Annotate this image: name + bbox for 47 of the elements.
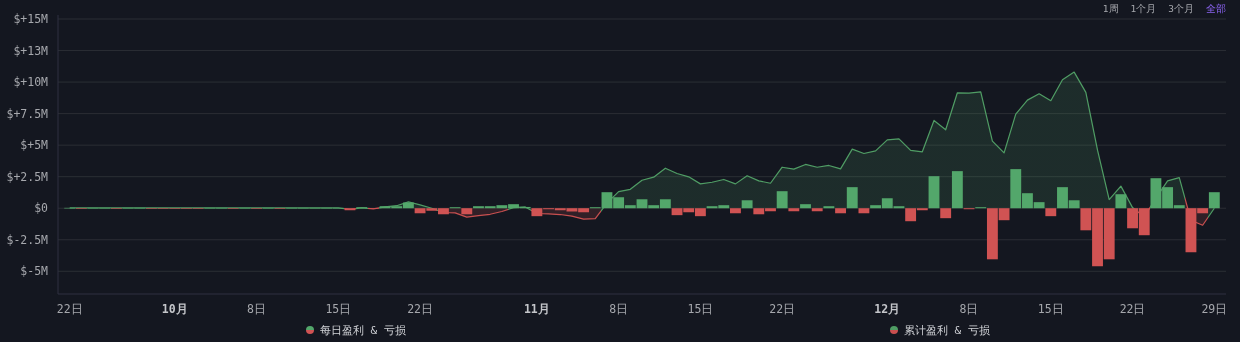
x-tick-label: 15日: [325, 302, 352, 316]
y-tick-label: $+2.5M: [6, 169, 49, 184]
bar: [928, 176, 940, 209]
x-tick-label: 8日: [609, 302, 629, 316]
bar: [940, 208, 952, 219]
text: 1个月: [1130, 3, 1157, 14]
x-tick-label: 29日: [1201, 302, 1228, 316]
x-tick-label: 15日: [1037, 302, 1064, 316]
bar: [730, 208, 741, 214]
x-tick-label: 22日: [56, 302, 83, 316]
bar: [846, 187, 858, 209]
bar: [823, 206, 835, 209]
legend-item: 每日盈利 & 亏损: [306, 324, 406, 337]
bar: [344, 208, 356, 211]
x-tick-label: 22日: [769, 302, 796, 316]
y-tick-label: $0: [34, 201, 49, 216]
x-tick-label: 10月: [161, 302, 188, 316]
text: 1周: [1102, 3, 1119, 14]
x-tick-label: 12月: [874, 302, 901, 316]
y-tick-label: $-5M: [20, 264, 49, 279]
bar: [1115, 194, 1127, 209]
x-tick-label: 22日: [407, 302, 434, 316]
bar: [1208, 192, 1220, 209]
y-tick-label: $+10M: [13, 75, 49, 90]
text: 全部: [1206, 3, 1226, 14]
bar: [741, 200, 753, 209]
x-tick-label: 8日: [247, 302, 267, 316]
bar: [1045, 208, 1057, 217]
x-tick-label: 8日: [959, 302, 979, 316]
y-tick-label: $+5M: [20, 138, 49, 153]
bar: [835, 208, 846, 214]
y-tick-label: $-2.5M: [6, 232, 49, 247]
bar: [800, 204, 811, 209]
bar: [788, 208, 800, 212]
bar: [776, 191, 788, 209]
bar: [461, 208, 473, 215]
y-tick-label: $+7.5M: [6, 106, 49, 121]
y-tick-label: $+13M: [13, 43, 49, 58]
x-tick-label: 15日: [687, 302, 714, 316]
legend-item: 累计盈利 & 亏损: [890, 324, 990, 337]
bar: [858, 208, 870, 214]
bar: [951, 171, 963, 209]
x-tick-label: 11月: [523, 302, 550, 316]
text: 3个月: [1168, 3, 1194, 14]
y-tick-label: $+15M: [13, 12, 49, 26]
bar: [811, 208, 823, 212]
x-tick-label: 22日: [1119, 302, 1146, 316]
